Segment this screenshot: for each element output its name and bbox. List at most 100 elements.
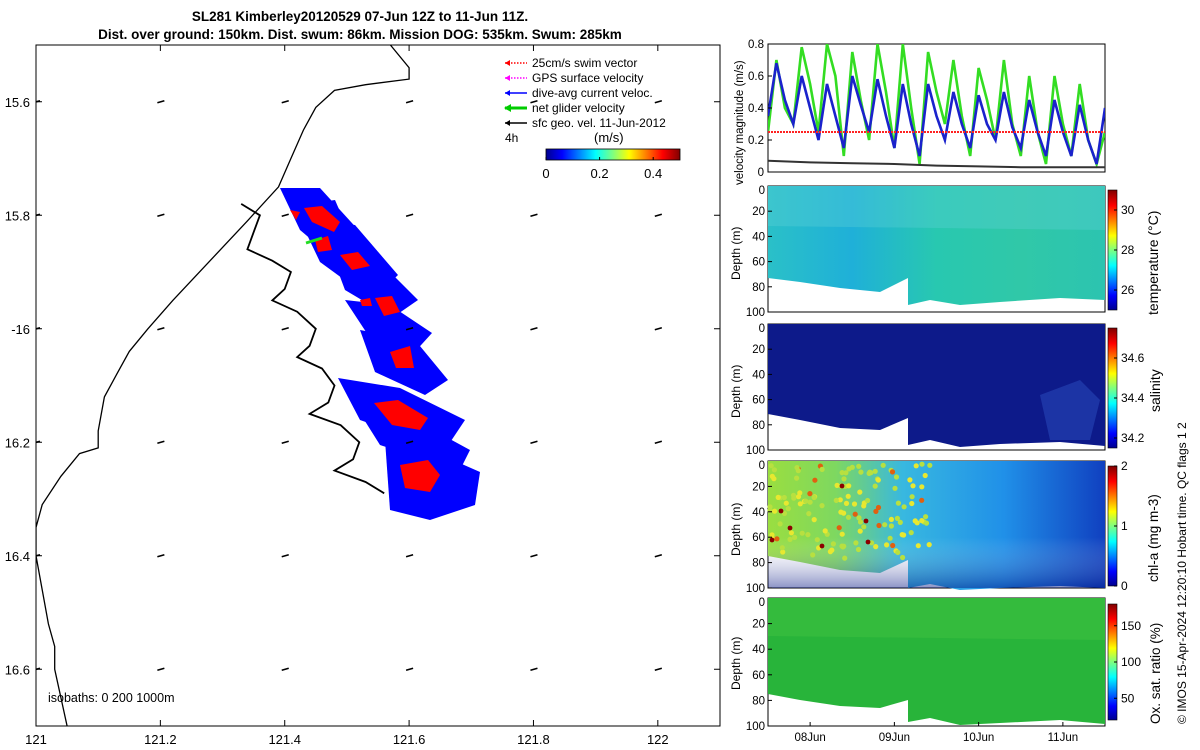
velocity-y-tick-label: 0.2 [748, 135, 764, 147]
depth-y-tick-label: 80 [752, 558, 765, 570]
colorbar-tick-label: 150 [1121, 619, 1141, 633]
map-y-ticks: 15.6 15.8 -16 16.2 16.4 16.6 [5, 95, 720, 677]
chla-dot [882, 522, 888, 528]
chla-scatter-dots [767, 461, 933, 561]
chla-dot [857, 519, 864, 525]
speed-colorbar-ticks: 0 0.2 0.4 [542, 157, 662, 181]
map-y-tick-label: 16.6 [5, 662, 30, 677]
chla-dot [805, 532, 811, 538]
oxygen-colorbar-ticks: 50 100 150 [1114, 619, 1141, 705]
chla-dot [861, 503, 867, 509]
velocity-y-ticks: 0 0.2 0.4 0.6 0.8 [748, 39, 772, 179]
chla-ylabel: Depth (m) [729, 503, 743, 556]
chla-dot [872, 483, 878, 489]
depth-y-tick-label: 20 [752, 619, 765, 631]
geo-velocity-arrow [654, 667, 663, 672]
credit-text: © IMOS 15-Apr-2024 12:20:10 Hobart time.… [1175, 422, 1189, 724]
colorbar-tick-label: 0 [1121, 579, 1128, 593]
chla-dot [865, 497, 871, 504]
salinity-section [768, 324, 1105, 447]
chla-dot [892, 485, 898, 491]
chla-dot [846, 483, 852, 489]
chla-dot [915, 543, 921, 549]
colorbar-unit-label: (m/s) [594, 130, 624, 145]
geo-velocity-arrow [157, 667, 165, 672]
geo-velocity-arrow [405, 326, 414, 331]
velocity-series-sfc-geo-vel- [768, 159, 1105, 169]
chla-dot [768, 463, 774, 469]
geo-velocity-arrow [281, 326, 289, 331]
chla-dot [857, 489, 863, 495]
legend-net-glider-velocity: net glider velocity [532, 101, 625, 115]
chla-dot [861, 524, 867, 530]
legend-geo-velocity: sfc geo. vel. 11-Jun-2012 [532, 116, 666, 130]
geo-velocity-arrow [654, 326, 663, 331]
colorbar-tick-label: 1 [1121, 519, 1128, 533]
chla-dot [811, 517, 817, 523]
temperature-surface-layer [768, 186, 1105, 230]
depth-y-tick-label: 40 [752, 369, 765, 381]
chla-dot [914, 520, 920, 526]
colorbar-tick-label: 26 [1121, 283, 1135, 297]
chla-dot [794, 475, 800, 481]
chla-dot [851, 501, 858, 507]
geo-velocity-arrow [654, 99, 663, 104]
chla-dot [795, 468, 801, 474]
legend-net-glider-arrowhead [504, 104, 511, 112]
temperature-y-ticks: 20 40 60 80 100 0 [746, 185, 772, 319]
chla-dot [843, 470, 849, 476]
map-y-tick-label: -16 [11, 322, 30, 337]
geo-velocity-arrow [654, 213, 663, 218]
map-y-tick-label: 16.4 [5, 549, 30, 564]
chla-dot [890, 542, 896, 549]
chla-dot [836, 525, 842, 531]
map-x-tick-label: 121.4 [268, 732, 301, 747]
chla-dot [857, 528, 863, 534]
depth-y-tick-label: 60 [752, 532, 765, 544]
chla-dot [772, 508, 778, 514]
chla-dot [855, 546, 862, 553]
chla-colorbar-ticks: 0 1 2 [1114, 459, 1128, 593]
salinity-ylabel: Depth (m) [729, 365, 743, 418]
chla-dot [894, 515, 901, 522]
chla-dot [858, 469, 864, 475]
chla-dot [901, 504, 907, 510]
chla-dot [783, 500, 789, 506]
depth-y-tick-label: 60 [752, 670, 765, 682]
title-line-2: Dist. over ground: 150km. Dist. swum: 86… [98, 27, 622, 42]
time-x-tick-label: 08Jun [794, 732, 825, 744]
chla-dot [887, 535, 893, 541]
colorbar-tick-label: 34.4 [1121, 391, 1145, 405]
chla-high-dot [778, 508, 784, 514]
chla-dot [785, 506, 791, 512]
geo-velocity-arrow [281, 99, 289, 104]
map-y-tick-label: 16.2 [5, 435, 30, 450]
depth-y-tick-label-zero: 0 [759, 460, 765, 472]
time-x-tick-label: 11Jun [1048, 732, 1078, 744]
map-x-tick-label: 121 [25, 732, 47, 747]
chla-dot [787, 536, 793, 543]
depth-y-tick-label: 60 [752, 257, 765, 269]
time-x-tick-label: 09Jun [879, 732, 910, 744]
chla-dot [889, 469, 896, 475]
chla-dot [868, 470, 874, 476]
geo-velocity-arrow [157, 99, 165, 104]
map-panel: 25cm/s swim vector GPS surface velocity … [5, 44, 721, 747]
chla-dot [829, 547, 835, 553]
geo-velocity-arrow [530, 213, 538, 218]
colorbar-tick-label: 28 [1121, 243, 1135, 257]
map-x-tick-label: 121.6 [393, 732, 426, 747]
chla-dot [781, 510, 788, 516]
chla-dot [812, 477, 818, 483]
velocity-panel: 0 0.2 0.4 0.6 0.8 velocity magnitude (m/s) [734, 39, 1106, 185]
chla-dot [922, 472, 928, 479]
geo-velocity-arrow [530, 667, 538, 672]
chla-dot [888, 516, 895, 523]
legend-swim-vector: 25cm/s swim vector [532, 56, 637, 70]
geo-velocity-arrow [654, 553, 663, 558]
chla-dot [856, 463, 862, 469]
geo-velocity-arrow [530, 553, 538, 558]
velocity-series-dive-avg-current-veloc- [768, 62, 1105, 165]
geo-velocity-arrow [405, 667, 414, 672]
chla-dot [909, 500, 915, 507]
